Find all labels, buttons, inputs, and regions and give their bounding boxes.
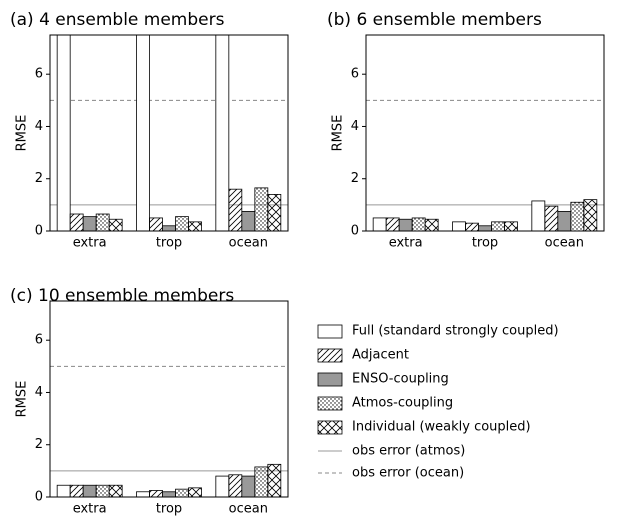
- legend-label: obs error (atmos): [352, 444, 465, 459]
- bar: [188, 221, 202, 232]
- bar: [162, 491, 176, 498]
- x-tick-label: extra: [389, 236, 423, 251]
- y-axis-label: RMSE: [15, 381, 30, 418]
- legend-label: Atmos-coupling: [352, 396, 453, 411]
- y-tick-label: 4: [351, 119, 359, 134]
- bar: [228, 474, 243, 498]
- bar: [149, 217, 163, 232]
- bar: [452, 221, 466, 232]
- y-tick-label: 6: [351, 67, 359, 82]
- y-tick-label: 2: [35, 171, 43, 186]
- bar: [228, 188, 243, 232]
- y-tick-label: 0: [35, 224, 43, 239]
- bar: [82, 216, 97, 232]
- panel-title: (c) 10 ensemble members: [10, 286, 234, 306]
- bar: [69, 213, 84, 232]
- x-tick-label: extra: [73, 502, 107, 517]
- bar: [411, 217, 426, 232]
- bar: [108, 484, 123, 498]
- legend-swatch: [317, 396, 343, 411]
- bar: [175, 216, 189, 232]
- bar: [175, 488, 189, 498]
- x-tick-label: ocean: [545, 236, 584, 251]
- bar: [478, 225, 492, 232]
- bar: [254, 187, 269, 232]
- bar: [149, 490, 163, 498]
- legend-swatch: [317, 372, 343, 387]
- bar: [254, 466, 269, 498]
- y-axis-label: RMSE: [15, 115, 30, 152]
- legend-label: obs error (ocean): [352, 466, 464, 481]
- bar: [241, 210, 256, 232]
- bar: [267, 463, 282, 498]
- y-axis-label: RMSE: [331, 115, 346, 152]
- bar: [491, 221, 505, 232]
- bar: [56, 34, 71, 232]
- y-tick-label: 0: [35, 490, 43, 505]
- bar: [136, 34, 150, 232]
- legend-swatch: [317, 420, 343, 435]
- bar: [398, 218, 413, 232]
- x-tick-label: ocean: [229, 502, 268, 517]
- x-tick-label: trop: [472, 236, 498, 251]
- bar: [215, 475, 230, 498]
- y-tick-label: 4: [35, 119, 43, 134]
- bar: [95, 213, 110, 232]
- bar: [372, 217, 387, 232]
- panel-title: (a) 4 ensemble members: [10, 10, 225, 30]
- x-tick-label: ocean: [229, 236, 268, 251]
- bar: [188, 487, 202, 498]
- bar: [241, 475, 256, 498]
- bar: [583, 199, 598, 232]
- bar: [504, 221, 518, 232]
- x-tick-label: trop: [156, 502, 182, 517]
- bar: [69, 484, 84, 498]
- bar: [570, 201, 585, 232]
- y-tick-label: 2: [35, 437, 43, 452]
- y-tick-label: 0: [351, 224, 359, 239]
- bar: [544, 205, 559, 232]
- bar: [56, 484, 71, 498]
- axes-frame: [49, 34, 289, 232]
- bar: [162, 225, 176, 232]
- x-tick-label: trop: [156, 236, 182, 251]
- x-tick-label: extra: [73, 236, 107, 251]
- y-tick-label: 2: [351, 171, 359, 186]
- legend-label: Full (standard strongly coupled): [352, 324, 559, 339]
- legend-swatch: [317, 324, 343, 339]
- bar: [267, 194, 282, 232]
- y-tick-label: 6: [35, 333, 43, 348]
- bar: [465, 222, 479, 232]
- y-tick-label: 4: [35, 385, 43, 400]
- bar: [82, 484, 97, 498]
- bar: [424, 218, 439, 232]
- bar: [136, 491, 150, 498]
- bar: [557, 210, 572, 232]
- legend-label: ENSO-coupling: [352, 372, 449, 387]
- legend-label: Adjacent: [352, 348, 409, 363]
- axes-frame: [49, 300, 289, 498]
- axes-frame: [365, 34, 605, 232]
- panel-title: (b) 6 ensemble members: [327, 10, 542, 30]
- bar: [385, 217, 400, 232]
- bar: [108, 218, 123, 232]
- bar: [95, 484, 110, 498]
- bar: [531, 200, 546, 232]
- y-tick-label: 6: [35, 67, 43, 82]
- legend-label: Individual (weakly coupled): [352, 420, 531, 435]
- legend-swatch: [317, 348, 343, 363]
- bar: [215, 34, 230, 232]
